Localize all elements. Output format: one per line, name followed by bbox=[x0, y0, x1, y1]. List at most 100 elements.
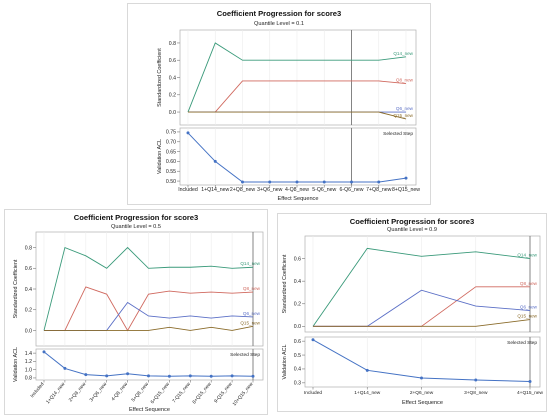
chart-svg: Coefficient Progression for score3Quanti… bbox=[157, 9, 420, 202]
x-tick-label: 8+Q15_new bbox=[392, 187, 420, 193]
coef-ytick-label: 0.8 bbox=[25, 245, 32, 251]
acl-ytick-label: 0.55 bbox=[166, 169, 176, 175]
series-line-q14-new bbox=[312, 247, 531, 327]
chart-svg: Coefficient Progression for score3 Quanti… bbox=[13, 213, 264, 413]
x-axis-label: Effect Sequence bbox=[278, 196, 319, 202]
coef-ytick-label: 0.0 bbox=[294, 324, 301, 330]
acl-point bbox=[420, 376, 423, 380]
acl-point bbox=[186, 131, 190, 135]
x-tick-label: 2+Q8_new bbox=[230, 187, 255, 193]
series-line-q8-new bbox=[188, 80, 407, 113]
acl-point bbox=[311, 338, 315, 342]
chart-title: Coefficient Progression for score3 bbox=[74, 213, 199, 222]
x-tick-label: 5+Q8_new bbox=[130, 381, 150, 403]
x-tick-label: 7-Q15_new bbox=[171, 381, 192, 404]
x-tick-label: 10+Q15_new bbox=[232, 381, 255, 407]
acl-ytick-label: 0.5 bbox=[294, 353, 301, 359]
chart-subtitle: Quantile Level = 0.5 bbox=[111, 224, 161, 230]
acl-ytick-label: 0.60 bbox=[166, 159, 176, 165]
x-tick-label: 3+Q8_new bbox=[464, 390, 488, 396]
x-axis-label: Effect Sequence bbox=[129, 407, 170, 413]
coef-plot-frame bbox=[304, 235, 541, 333]
acl-point bbox=[528, 379, 532, 383]
acl-y-axis-label: Validation ACL bbox=[157, 139, 163, 174]
series-label: Q6_new bbox=[243, 311, 261, 316]
x-tick-label: Included bbox=[304, 390, 322, 396]
x-tick-label: 3+Q6_new bbox=[89, 381, 109, 403]
x-tick-label: 5-Q6_new bbox=[312, 187, 336, 193]
series-line-q15-new bbox=[313, 319, 531, 327]
x-tick-label: 4-Q8_new bbox=[285, 187, 309, 193]
chart-svg: Coefficient Progression for score3Quanti… bbox=[282, 217, 544, 406]
coef-ytick-label: 0.6 bbox=[294, 256, 301, 262]
acl-point bbox=[126, 372, 130, 376]
coef-ytick-label: 0.0 bbox=[25, 328, 32, 334]
acl-ytick-label: 0.65 bbox=[166, 149, 176, 155]
acl-point bbox=[268, 180, 272, 184]
series-line-q14-new bbox=[43, 246, 254, 331]
chart-panel-q01: Coefficient Progression for score3 Quanti… bbox=[127, 3, 431, 205]
acl-ytick-label: 0.50 bbox=[166, 179, 176, 185]
x-tick-label: 1+Q14_new bbox=[201, 187, 229, 193]
x-tick-label: 7+Q8_new bbox=[366, 187, 391, 193]
coef-ytick-label: 0.4 bbox=[169, 75, 176, 81]
acl-point bbox=[251, 374, 255, 378]
chart-subtitle: Quantile Level = 0.1 bbox=[254, 21, 304, 27]
x-axis-label: Effect Sequence bbox=[402, 400, 443, 406]
acl-point bbox=[404, 176, 408, 180]
series-label: Q14_new bbox=[240, 261, 260, 266]
acl-point bbox=[350, 180, 353, 184]
acl-ytick-label: 0.4 bbox=[294, 367, 301, 373]
acl-point bbox=[213, 159, 217, 163]
acl-ytick-label: 0.70 bbox=[166, 140, 176, 146]
series-label: Q6_new bbox=[520, 305, 538, 310]
chart-subtitle: Quantile Level = 0.9 bbox=[387, 227, 437, 233]
x-tick-label: Included bbox=[29, 381, 45, 399]
acl-point bbox=[377, 180, 381, 184]
acl-point bbox=[167, 374, 171, 378]
acl-point bbox=[230, 374, 234, 378]
acl-point bbox=[63, 366, 67, 370]
x-tick-label: 8+Q15_new bbox=[191, 381, 213, 405]
acl-point bbox=[188, 374, 192, 378]
acl-point bbox=[474, 378, 478, 382]
acl-y-axis-label: Validation ACL bbox=[13, 347, 19, 382]
coef-ytick-label: 0.0 bbox=[169, 110, 176, 116]
coef-ytick-label: 0.6 bbox=[25, 266, 32, 272]
coef-plot-frame bbox=[35, 231, 264, 347]
series-label: Q15_new bbox=[240, 320, 260, 325]
series-label: Q8_new bbox=[520, 281, 538, 286]
x-tick-label: 3+Q6_new bbox=[257, 187, 282, 193]
x-tick-label: 6-Q6_new bbox=[340, 187, 364, 193]
series-line-q8-new bbox=[44, 286, 254, 332]
series-line-q14-new bbox=[187, 42, 407, 113]
acl-ytick-label: 1.4 bbox=[25, 351, 32, 357]
acl-point bbox=[322, 180, 326, 184]
coef-ytick-label: 0.4 bbox=[294, 279, 301, 285]
acl-ytick-label: 0.6 bbox=[294, 339, 301, 345]
x-tick-label: Included bbox=[178, 187, 198, 193]
series-label: Q14_new bbox=[517, 253, 537, 258]
coef-ytick-label: 0.2 bbox=[25, 308, 32, 314]
x-tick-label: 1+Q14_new bbox=[45, 381, 67, 405]
series-label: Q14_new bbox=[393, 51, 413, 56]
acl-point bbox=[147, 374, 150, 378]
selected-step-label: Selected Step bbox=[383, 131, 413, 137]
acl-ytick-label: 0.3 bbox=[294, 381, 301, 387]
coef-ytick-label: 0.4 bbox=[25, 287, 32, 293]
x-tick-label: 2+Q6_new bbox=[410, 390, 434, 396]
x-tick-label: 6+Q15_new bbox=[150, 381, 172, 405]
x-tick-label: 4-Q8_new bbox=[110, 381, 129, 402]
acl-plot-frame bbox=[35, 348, 264, 381]
acl-ytick-label: 1.2 bbox=[25, 359, 32, 365]
coef-y-axis-label: Standardized Coefficient bbox=[13, 259, 19, 318]
chart-title: Coefficient Progression for score3 bbox=[350, 217, 475, 226]
x-tick-label: 2+Q8_new bbox=[68, 381, 88, 403]
selected-step-label: Selected Step bbox=[230, 352, 260, 358]
series-label: Q8_new bbox=[396, 78, 414, 83]
acl-point bbox=[241, 180, 244, 184]
series-label: Q8_new bbox=[243, 286, 261, 291]
series-label: Q15_new bbox=[517, 314, 537, 319]
selected-step-label: Selected Step bbox=[507, 340, 537, 346]
series-line-q15-new bbox=[188, 111, 407, 120]
